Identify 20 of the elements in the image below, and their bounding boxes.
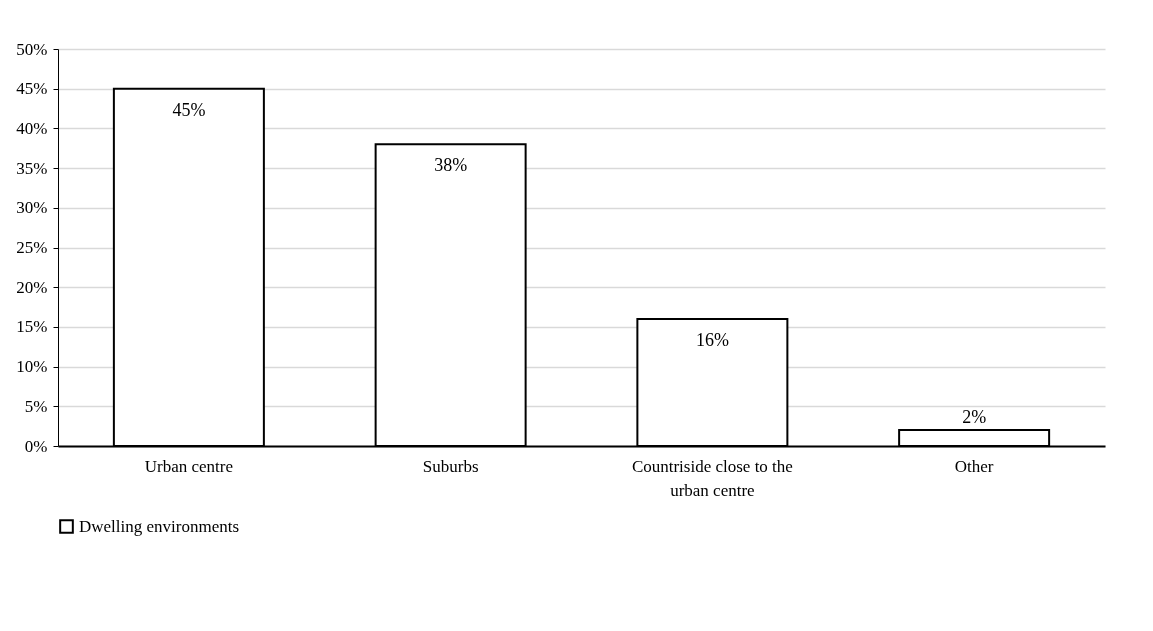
y-tick-label: 5% (24, 396, 48, 416)
x-tick-label: Suburbs (422, 456, 479, 476)
data-label: 16% (695, 329, 729, 350)
y-tick-label: 30% (16, 198, 48, 218)
data-label: 2% (962, 407, 987, 428)
y-tick-label: 0% (24, 436, 48, 456)
x-tick-label: Countriside close to the urban centre (631, 456, 793, 500)
y-tick-label: 20% (16, 277, 48, 297)
y-tick-label: 50% (16, 39, 48, 59)
legend-label: Dwelling environments (79, 516, 240, 536)
x-tick-label: Other (954, 456, 994, 476)
x-tick-label: Urban centre (144, 456, 234, 476)
data-label: 45% (172, 99, 206, 120)
y-tick-label: 35% (16, 158, 48, 178)
y-tick-label: 15% (16, 317, 48, 337)
y-tick-label: 10% (16, 357, 48, 377)
y-tick-label: 40% (16, 118, 48, 138)
data-label: 38% (434, 155, 468, 176)
y-tick-label: 45% (16, 79, 48, 99)
y-tick-label: 25% (16, 238, 48, 257)
